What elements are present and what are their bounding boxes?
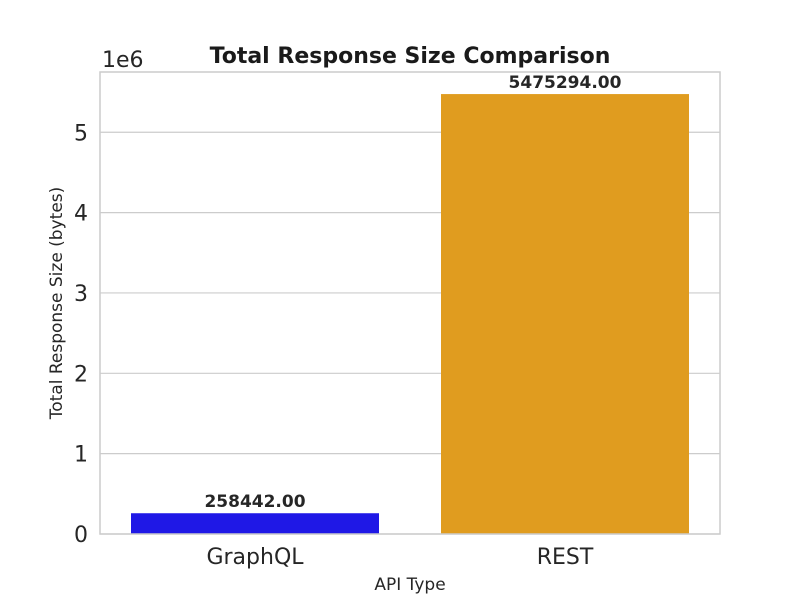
x-tick-labels: GraphQL REST — [206, 545, 593, 570]
y-axis-offset-label: 1e6 — [102, 48, 144, 73]
chart-title: Total Response Size Comparison — [210, 44, 611, 69]
bar-rest — [441, 94, 689, 535]
data-labels: 258442.00 5475294.00 — [204, 73, 621, 512]
bars — [131, 94, 689, 535]
y-tick-label: 5 — [74, 121, 88, 146]
x-tick-label: GraphQL — [206, 545, 304, 570]
x-tick-label: REST — [537, 545, 594, 570]
y-axis-label: Total Response Size (bytes) — [47, 187, 67, 421]
x-axis-label: API Type — [374, 575, 445, 595]
bar-value-label: 5475294.00 — [509, 73, 622, 93]
y-tick-label: 3 — [74, 282, 88, 307]
y-tick-label: 4 — [74, 202, 88, 227]
y-tick-label: 0 — [74, 523, 88, 548]
y-tick-labels: 0 1 2 3 4 5 — [74, 121, 88, 548]
plot-frame — [99, 71, 721, 535]
y-tick-label: 2 — [74, 362, 88, 387]
bar-value-label: 258442.00 — [204, 492, 305, 512]
bar-graphql — [131, 513, 379, 534]
y-tick-label: 1 — [74, 443, 88, 468]
